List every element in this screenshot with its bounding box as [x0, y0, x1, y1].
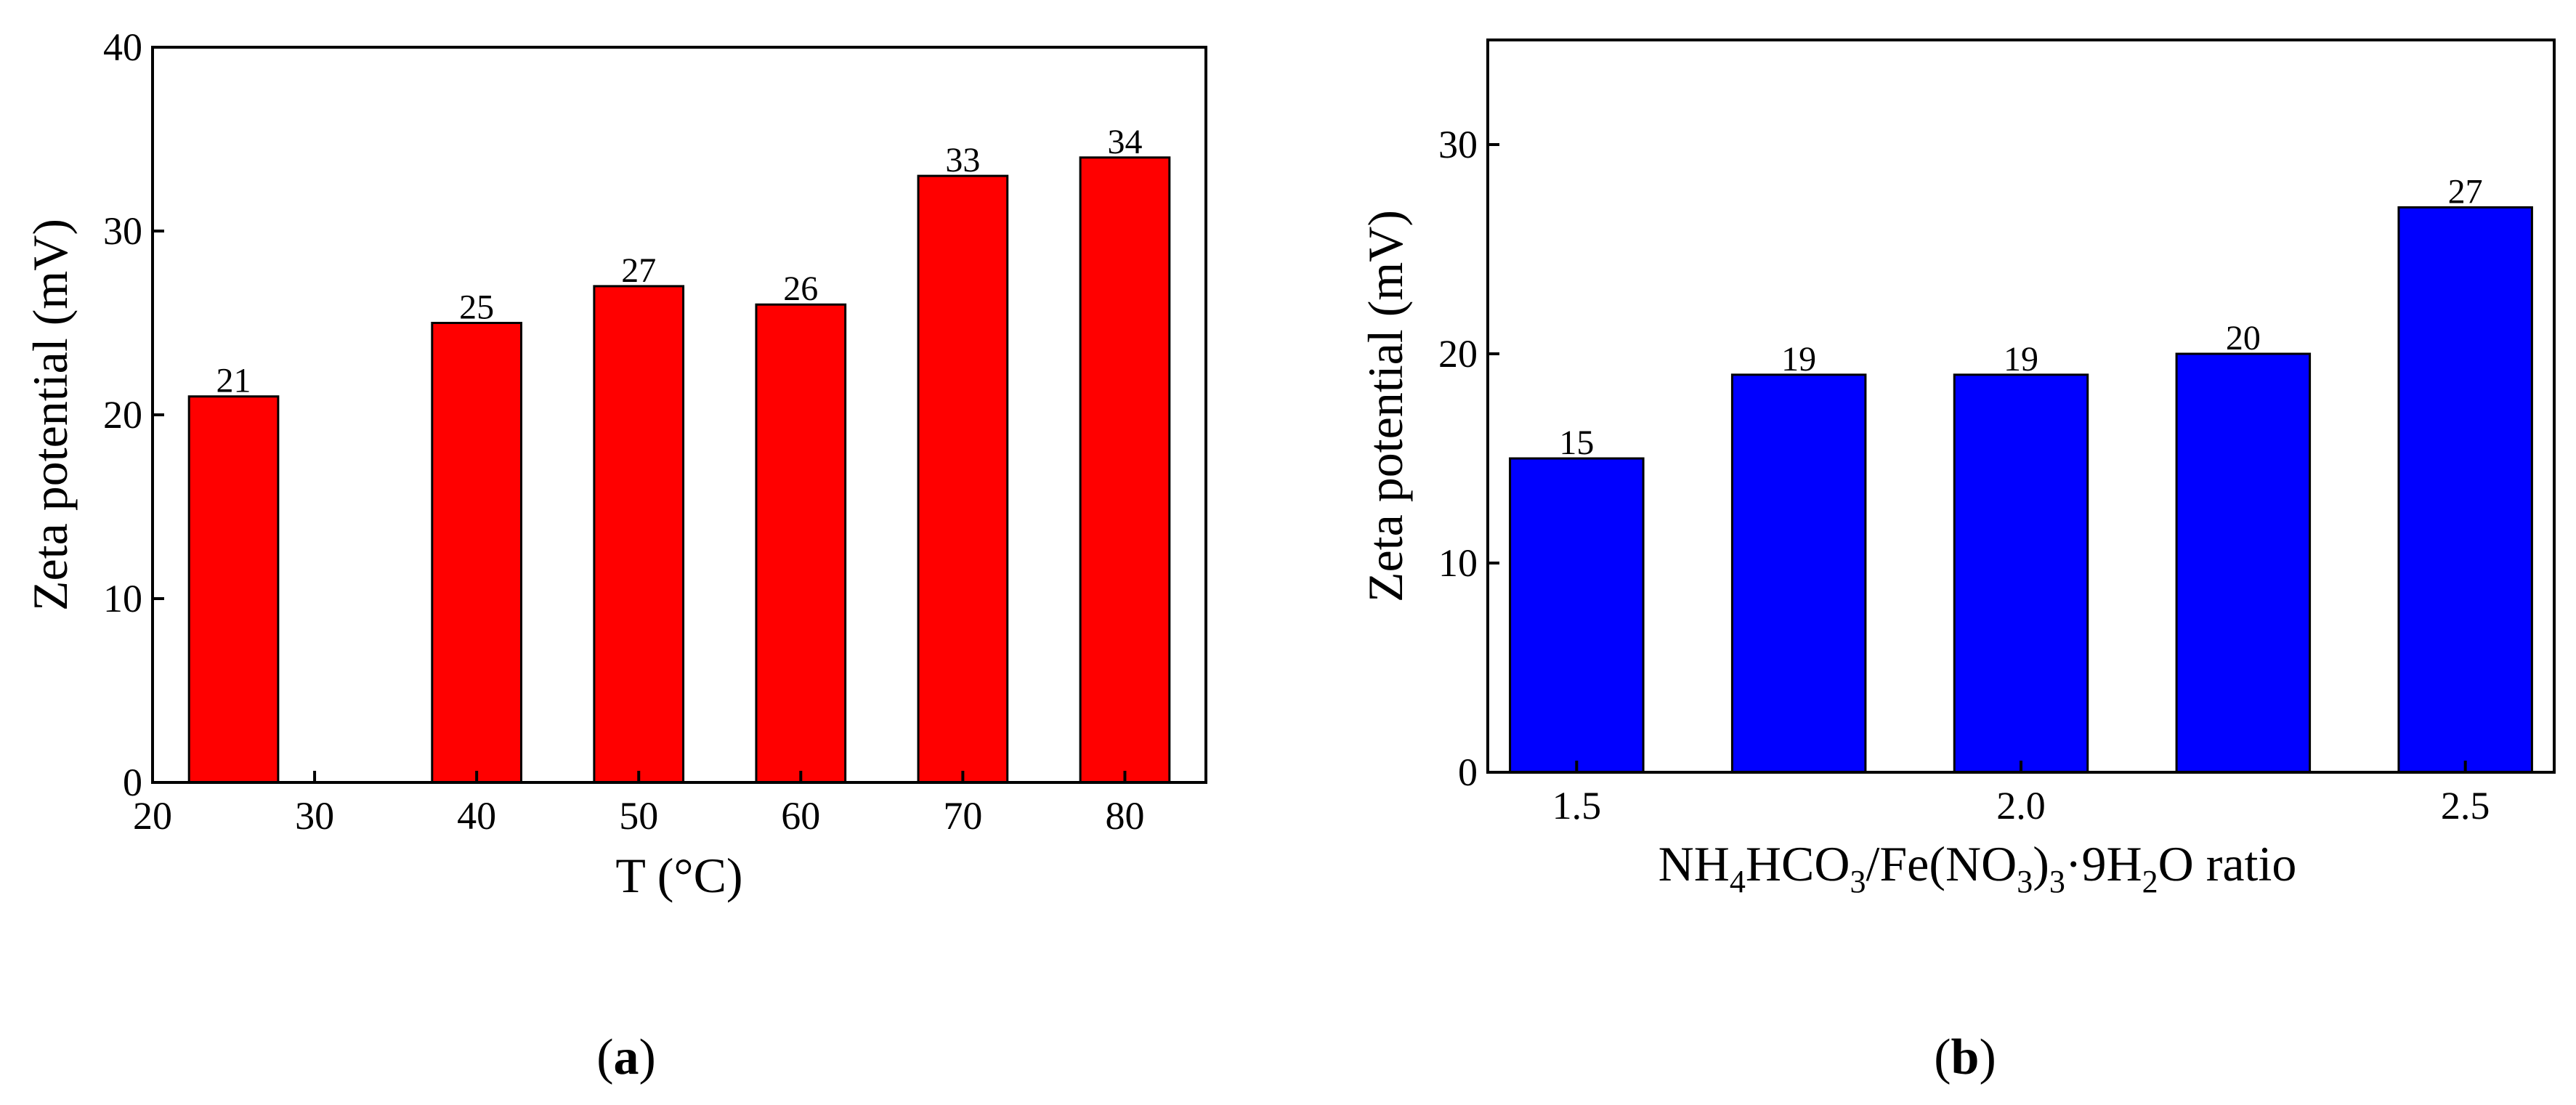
panel-a-x-tick-label-5: 70	[943, 794, 982, 838]
panel-b-y-tick-label-0: 0	[1458, 750, 1478, 794]
panel-a-bar-5	[1079, 156, 1171, 784]
panel-b-bar-4	[2397, 206, 2533, 774]
panel-b-bar-1	[1730, 373, 1867, 774]
panel-b-x-ticks: 1.5 2.0 2.5	[1552, 761, 2490, 827]
panel-b-bar-0	[1509, 457, 1645, 774]
panel-a-y-tick-label-0: 0	[123, 761, 142, 804]
panel-a-x-tick-label-6: 80	[1105, 794, 1144, 838]
panel-b-bar-2	[1953, 373, 2089, 774]
panel-a-bar-1	[431, 322, 522, 784]
panel-a-data-labels: 21 25 27 26 33 34	[216, 123, 1143, 400]
panel-a-x-tick-label-2: 40	[457, 794, 496, 838]
panel-a-bars	[187, 156, 1171, 784]
panel-a-x-tick-label-0: 20	[133, 794, 172, 838]
panel-a-x-tick-label-4: 60	[781, 794, 820, 838]
panel-b-bar-3	[2175, 352, 2312, 774]
panel-a-data-label-3: 26	[783, 270, 818, 308]
panel-a-bar-4	[917, 174, 1009, 784]
panel-b-y-axis-label: Zeta potential (mV)	[1358, 210, 1413, 602]
panel-b-x-tick-label-0: 1.5	[1552, 784, 1602, 827]
panel-a-y-tick-label-1: 10	[103, 577, 142, 620]
panel-b-x-axis-label: NH4HCO3/Fe(NO3)3·9H2O ratio	[1658, 836, 2297, 899]
panel-b-data-label-2: 19	[2004, 340, 2038, 379]
panel-b-data-labels: 15 19 19 20 27	[1559, 172, 2482, 462]
panel-b-y-tick-label-2: 20	[1438, 332, 1478, 376]
panel-a-data-label-0: 21	[216, 362, 251, 400]
panel-a-y-tick-label-3: 30	[103, 209, 142, 253]
panel-a-bar-3	[755, 303, 847, 784]
panel-a-data-label-1: 25	[459, 288, 494, 327]
panel-b-y-ticks: 0 10 20 30	[1438, 123, 1499, 794]
panel-a-x-ticks: 20 30 40 50 60 70 80	[133, 771, 1144, 838]
panel-b-data-label-1: 19	[1781, 340, 1816, 379]
panel-a-chart: 21 25 27 26 33 34 20 30 40 50 60 70 80 0 10 20 30 40 T …	[23, 25, 1207, 1085]
panel-b-bars	[1509, 206, 2533, 774]
panel-a-x-tick-label-3: 50	[619, 794, 658, 838]
panel-b-letter: b	[1951, 1029, 1980, 1085]
panel-b-x-tick-label-2: 2.5	[2441, 784, 2490, 827]
panel-a-data-label-4: 33	[945, 141, 980, 179]
panel-a-y-tick-label-4: 40	[103, 25, 142, 69]
panel-b-data-label-3: 20	[2226, 319, 2261, 357]
panel-b-data-label-0: 15	[1559, 424, 1594, 462]
panel-a-letter: a	[614, 1029, 639, 1085]
panel-a-data-label-2: 27	[621, 251, 656, 290]
panel-a-y-tick-label-2: 20	[103, 393, 142, 437]
panel-a-data-label-5: 34	[1107, 123, 1142, 161]
panel-a-y-axis-label: Zeta potential (mV)	[23, 219, 78, 611]
panel-a-x-tick-label-1: 30	[295, 794, 334, 838]
panel-b-chart: 15 19 19 20 27 1.5 2.0 2.5 0 10 20 30 NH4HCO3/Fe(…	[1358, 39, 2556, 1085]
panel-b-x-tick-label-1: 2.0	[1996, 784, 2046, 827]
panel-a-x-axis-label: T (°C)	[615, 848, 742, 903]
panel-a-bar-0	[187, 395, 280, 784]
panel-b-data-label-4: 27	[2448, 172, 2483, 211]
panel-b-y-tick-label-3: 30	[1438, 123, 1478, 166]
panel-a-sublabel: (a)	[596, 1029, 656, 1085]
panel-b-sublabel: (b)	[1934, 1029, 1996, 1085]
panel-a-bar-2	[593, 285, 685, 784]
panel-a-y-ticks: 0 10 20 30 40	[103, 25, 164, 804]
panel-b-y-tick-label-1: 10	[1438, 541, 1478, 585]
